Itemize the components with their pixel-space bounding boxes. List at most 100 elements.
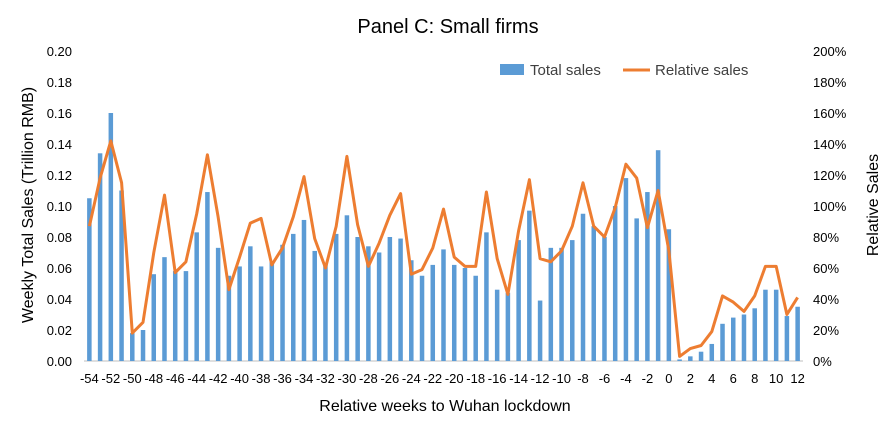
chart-title: Panel C: Small firms	[357, 16, 538, 38]
left-tick-label: 0.14	[47, 137, 72, 152]
bar	[183, 271, 189, 361]
legend-label-relative-sales: Relative sales	[655, 62, 748, 79]
bar	[773, 289, 779, 361]
bar	[688, 356, 693, 361]
bar	[172, 271, 178, 361]
legend: Total sales Relative sales	[500, 62, 748, 79]
right-tick-label: 40%	[813, 292, 839, 307]
bar	[237, 266, 242, 361]
bar	[623, 178, 629, 361]
right-tick-label: 100%	[813, 199, 847, 214]
bar	[720, 323, 725, 361]
right-axis-title: Relative Sales	[865, 154, 882, 256]
x-tick-label: 8	[751, 371, 758, 386]
bar	[344, 215, 350, 361]
bar	[323, 263, 328, 361]
bar	[677, 359, 682, 361]
bar	[591, 226, 596, 361]
bar	[215, 247, 221, 361]
x-tick-label: -32	[316, 371, 335, 386]
x-axis-title: Relative weeks to Wuhan lockdown	[319, 398, 570, 415]
bar	[559, 247, 564, 361]
series-line	[87, 139, 799, 358]
bar	[441, 249, 446, 361]
right-tick-label: 120%	[813, 168, 847, 183]
x-tick-label: 6	[730, 371, 737, 386]
left-tick-label: 0.18	[47, 75, 72, 90]
x-tick-label: -26	[380, 371, 399, 386]
x-tick-label: -24	[402, 371, 421, 386]
right-tick-label: 180%	[813, 75, 847, 90]
legend-label-total-sales: Total sales	[530, 62, 601, 79]
bar	[741, 314, 747, 361]
bar	[634, 218, 639, 361]
bar	[97, 153, 103, 361]
bar	[140, 330, 146, 361]
bar	[119, 190, 124, 361]
right-tick-label: 160%	[813, 106, 847, 121]
right-tick-label: 200%	[813, 44, 847, 59]
bar	[419, 275, 425, 361]
bar	[527, 210, 532, 361]
x-tick-label: -2	[642, 371, 654, 386]
x-tick-label: -4	[620, 371, 632, 386]
x-tick-label: -54	[80, 371, 99, 386]
x-tick-label: -40	[230, 371, 249, 386]
x-tick-label: -44	[187, 371, 206, 386]
bar-series-total-sales	[87, 113, 800, 361]
bar	[333, 233, 339, 361]
bar	[580, 213, 586, 361]
x-tick-label: 2	[687, 371, 694, 386]
left-tick-label: 0.10	[47, 199, 72, 214]
left-tick-label: 0.02	[47, 323, 72, 338]
bar	[301, 219, 307, 361]
x-tick-label: 12	[790, 371, 804, 386]
x-tick-label: -28	[359, 371, 378, 386]
bar	[87, 198, 92, 361]
left-axis-title: Weekly Total Sales (Trillion RMB)	[20, 87, 37, 323]
x-tick-label: 4	[708, 371, 715, 386]
x-tick-label: 10	[769, 371, 783, 386]
x-tick-label: -46	[166, 371, 185, 386]
x-tick-label: -50	[123, 371, 142, 386]
x-tick-label: -30	[338, 371, 357, 386]
x-tick-label: -34	[295, 371, 314, 386]
line-series-relative-sales	[87, 139, 799, 358]
bar	[387, 237, 393, 361]
left-tick-label: 0.12	[47, 168, 72, 183]
x-axis-ticks: -54 -52 -50 -48 -46 -44 -42 -40 -38 -36 -34 -32 -30-…	[80, 371, 805, 386]
x-tick-label: -8	[577, 371, 589, 386]
bar	[537, 300, 543, 361]
left-tick-label: 0.16	[47, 106, 72, 121]
bar	[645, 192, 650, 361]
bar	[462, 268, 468, 361]
bar	[355, 237, 360, 361]
bar	[280, 244, 285, 361]
bar	[451, 264, 457, 361]
right-axis-ticks: 0% 20% 40% 60% 80% 100% 120% 140% 160% 180% 200%	[813, 44, 847, 369]
bar	[108, 113, 114, 361]
bar	[162, 257, 167, 361]
bar	[784, 316, 790, 361]
x-tick-label: -38	[252, 371, 271, 386]
bar	[666, 229, 672, 361]
right-tick-label: 0%	[813, 354, 832, 369]
bar	[398, 238, 403, 361]
bar	[130, 333, 135, 361]
bar	[205, 192, 210, 361]
x-tick-label: -42	[209, 371, 228, 386]
x-tick-label: -14	[509, 371, 528, 386]
left-tick-label: 0.08	[47, 230, 72, 245]
bar	[795, 306, 800, 361]
bar	[505, 292, 511, 361]
bar	[269, 261, 275, 361]
bar	[409, 260, 414, 361]
left-tick-label: 0.00	[47, 354, 72, 369]
right-tick-label: 140%	[813, 137, 847, 152]
bar	[151, 274, 157, 361]
bar	[516, 240, 521, 361]
x-tick-label: -52	[101, 371, 120, 386]
bar	[494, 289, 500, 361]
bar	[709, 343, 715, 361]
x-tick-label: -6	[599, 371, 611, 386]
